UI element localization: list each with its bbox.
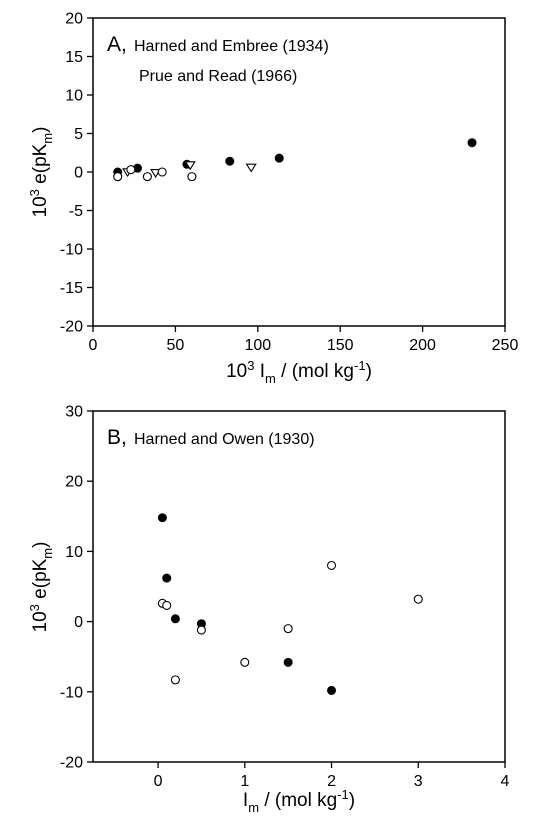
panel-b-y-tick-label: 10 xyxy=(65,544,83,561)
panel-a-y-tick-label: -10 xyxy=(60,242,83,259)
panel-a-series-3-point xyxy=(157,167,167,177)
panel-b: 0 1 2 3 4 -20 -10 0 10 20 30 B, Harned and Owen (1… xyxy=(27,404,510,816)
panel-a-x-tick-label: 200 xyxy=(409,337,436,354)
panel-a-y-tick-label: 15 xyxy=(65,49,83,66)
panel-b-ticks: 0 1 2 3 4 -20 -10 0 10 20 30 xyxy=(60,404,510,791)
panel-b-plot-frame xyxy=(92,410,506,763)
panel-b-label: B, xyxy=(107,426,127,449)
panel-b-x-tick-label: 3 xyxy=(414,773,423,790)
panel-a-y-tick-label: 20 xyxy=(65,11,83,28)
panel-b-x-tick-label: 2 xyxy=(327,773,336,790)
panel-b-series-2-point xyxy=(196,625,206,635)
panel-a-x-tick-label: 100 xyxy=(244,337,271,354)
panel-a-x-tick-label: 0 xyxy=(89,337,98,354)
panel-a-y-tick-label: -20 xyxy=(60,319,83,336)
panel-b-series-1-point xyxy=(283,657,293,667)
panel-a-legend-entry-1: Harned and Embree (1934) xyxy=(134,38,329,55)
panel-b-series-2-point xyxy=(326,560,337,570)
panel-a-ticks: 0 50 100 150 200 250 -20 -15 -10 -5 0 5 10 15 20 xyxy=(60,11,519,355)
panel-a-series-1-point xyxy=(225,156,235,166)
panel-a-y-axis-label: 103 e(pKm) xyxy=(27,127,55,218)
panel-a-series-3-point xyxy=(126,165,136,175)
panel-a-label: A, xyxy=(107,33,127,56)
panel-b-y-tick-label: -20 xyxy=(60,755,83,772)
panel-a-series-3-point xyxy=(187,172,197,182)
panel-a-x-tick-label: 50 xyxy=(167,337,185,354)
panel-a-points xyxy=(113,138,477,182)
panel-b-series-2-point xyxy=(413,594,423,604)
panel-b-x-tick-label: 4 xyxy=(501,773,510,790)
panel-a-x-tick-label: 250 xyxy=(492,337,519,354)
panel-a-x-axis-label: 103 Im / (mol kg-1) xyxy=(226,358,372,386)
panel-a-y-tick-label: -5 xyxy=(69,203,83,220)
panel-b-points xyxy=(157,513,423,695)
panel-b-series-1-point xyxy=(170,614,180,624)
panel-b-series-1-point xyxy=(327,685,337,695)
panel-a-series-2-point xyxy=(184,161,196,171)
panel-a: 0 50 100 150 200 250 -20 -15 -10 -5 0 5 10 15 20 A, Ha… xyxy=(27,11,518,387)
panel-a-y-tick-label: 10 xyxy=(65,88,83,105)
panel-a-series-2-point xyxy=(245,163,257,173)
panel-a-series-3-point xyxy=(113,172,123,182)
panel-a-series-1-point xyxy=(274,153,284,163)
panel-b-x-axis-label: Im / (mol kg-1) xyxy=(243,787,355,815)
panel-a-x-tick-label: 150 xyxy=(327,337,354,354)
panel-a-series-3-point xyxy=(142,172,152,182)
panel-b-series-2-point xyxy=(283,624,293,634)
panel-a-y-tick-label: -15 xyxy=(60,280,83,297)
panel-b-legend-entry-1: Harned and Owen (1930) xyxy=(134,431,315,448)
panel-b-series-1-point xyxy=(157,513,167,523)
panel-b-series-2-point xyxy=(170,675,180,685)
panel-b-y-tick-label: 30 xyxy=(65,404,83,421)
panel-a-series-1-point xyxy=(467,138,477,148)
panel-a-y-tick-label: 0 xyxy=(74,165,83,182)
panel-b-series-1-point xyxy=(162,573,172,583)
panel-a-legend-entry-2: Prue and Read (1966) xyxy=(139,68,297,85)
panel-b-x-tick-label: 0 xyxy=(154,773,163,790)
panel-b-series-2-point xyxy=(162,600,172,611)
panel-b-y-tick-label: 0 xyxy=(74,614,83,631)
panel-b-y-tick-label: 20 xyxy=(65,474,83,491)
panel-b-y-tick-label: -10 xyxy=(60,684,83,701)
panel-b-series-2-point xyxy=(240,657,250,667)
panel-b-x-tick-label: 1 xyxy=(240,773,249,790)
panel-a-y-tick-label: 5 xyxy=(74,126,83,143)
panel-b-y-axis-label: 103 e(pKm) xyxy=(27,542,55,633)
